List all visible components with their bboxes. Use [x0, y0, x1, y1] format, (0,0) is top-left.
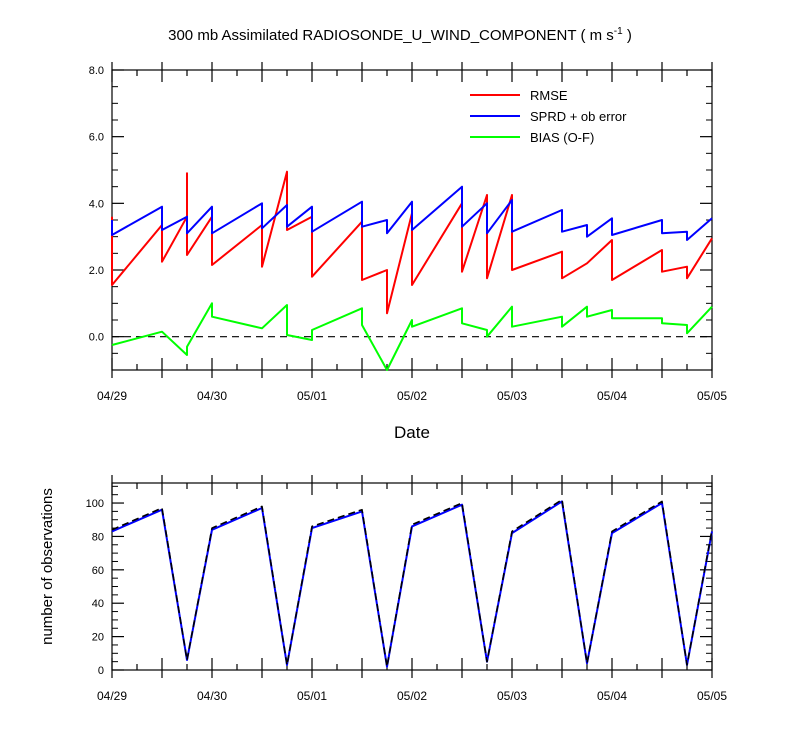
legend-label-2: SPRD + ob error: [530, 109, 627, 124]
x-tick-label: 05/02: [397, 389, 427, 403]
y-tick-label: 60: [92, 565, 104, 577]
x-tick-label: 05/01: [297, 389, 327, 403]
series-line-2: [111, 498, 713, 668]
series-line-2: [111, 185, 713, 241]
y-tick-label: 8.0: [89, 65, 104, 77]
x-tick-label: 05/01: [297, 689, 327, 703]
chart-title: 300 mb Assimilated RADIOSONDE_U_WIND_COM…: [168, 26, 632, 44]
y-tick-label: 4.0: [89, 198, 104, 210]
x-tick-label: 05/03: [497, 689, 527, 703]
chart-title-end: ): [623, 27, 632, 44]
x-tick-label: 04/30: [197, 389, 227, 403]
series-line-1: [111, 170, 713, 315]
chart-title-main: 300 mb Assimilated RADIOSONDE_U_WIND_COM…: [168, 27, 614, 44]
chart-panel-1: 0.0 2.0 4.0 6.0 8.0 04/29 04/30 05/01 05/02 05/03…: [89, 26, 728, 442]
x-tick-label: 05/05: [697, 689, 727, 703]
x-tick-label: 04/30: [197, 689, 227, 703]
y-tick-label: 80: [92, 531, 104, 543]
x-tick-label: 04/29: [97, 689, 127, 703]
legend-label-3: BIAS (O-F): [530, 130, 594, 145]
y-axis-label: number of observations: [39, 488, 56, 645]
y-tick-label: 0: [98, 665, 104, 677]
x-tick-label: 05/04: [597, 389, 627, 403]
y-tick-label: 20: [92, 632, 104, 644]
x-tick-label: 05/03: [497, 389, 527, 403]
chart-panel-2: 0 20 40 60 80 100 04/29 04/30 05/01 05/02 05/03 05/…: [39, 475, 727, 703]
x-tick-label: 04/29: [97, 389, 127, 403]
plot-frame: [111, 482, 713, 671]
y-tick-label: 100: [86, 498, 104, 510]
legend-label-1: RMSE: [530, 88, 568, 103]
y-tick-label: 6.0: [89, 132, 104, 144]
chart-title-superscript: -1: [614, 26, 623, 37]
x-tick-label: 05/04: [597, 689, 627, 703]
series-line-3: [111, 302, 713, 371]
y-tick-label: 2.0: [89, 265, 104, 277]
x-tick-label: 05/05: [697, 389, 727, 403]
y-tick-label: 0.0: [89, 332, 104, 344]
x-axis-label: Date: [394, 423, 430, 442]
y-tick-label: 40: [92, 598, 104, 610]
x-tick-label: 05/02: [397, 689, 427, 703]
